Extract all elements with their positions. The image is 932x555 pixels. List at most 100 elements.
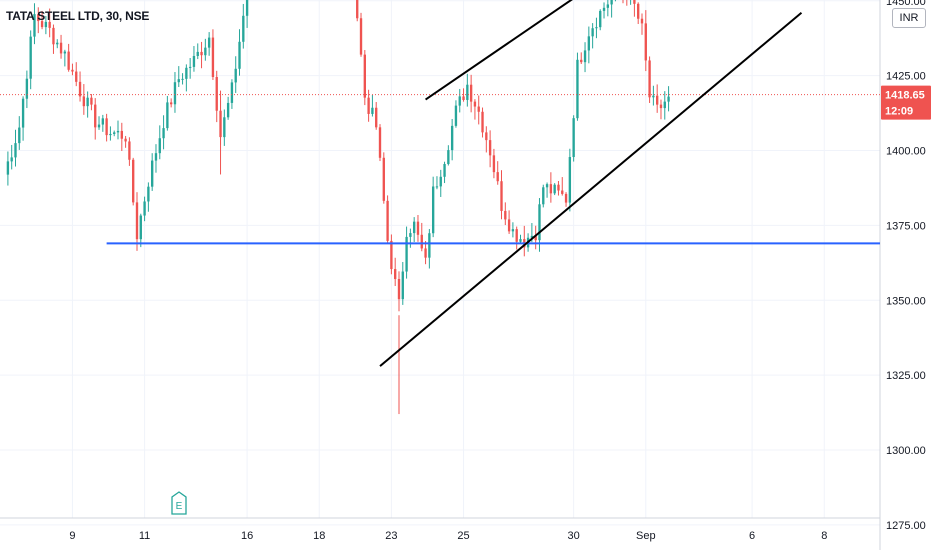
candle-body	[576, 59, 579, 119]
candle-body	[139, 215, 142, 240]
currency-button[interactable]: INR	[892, 8, 926, 28]
candle-body	[401, 271, 404, 300]
candle-body	[591, 28, 594, 37]
candle-body	[94, 104, 97, 128]
candle-body	[44, 21, 48, 28]
candle-body	[439, 176, 442, 187]
candle-body	[124, 138, 127, 142]
earnings-icon[interactable]: E	[171, 491, 187, 515]
candle-body	[386, 200, 389, 241]
candle-body	[135, 202, 139, 240]
candle-body	[633, 0, 636, 4]
candle-body	[105, 118, 108, 136]
candle-body	[242, 15, 245, 42]
candle-body	[572, 118, 575, 158]
candle-body	[477, 106, 480, 112]
candle-body	[390, 240, 393, 270]
symbol-title: TATA STEEL LTD, 30, NSE	[6, 9, 150, 23]
candle-body	[420, 234, 423, 249]
candle-body	[530, 235, 534, 238]
time-tick-label: 23	[385, 530, 397, 542]
candle-body	[101, 118, 104, 125]
candle-body	[462, 96, 465, 100]
candle-body	[6, 161, 10, 175]
candle-body	[113, 132, 116, 134]
candle-body	[173, 82, 177, 105]
candle-body	[371, 107, 374, 114]
time-tick-label: 9	[69, 530, 75, 542]
countdown-label: 12:09	[885, 106, 913, 118]
candle-body	[78, 81, 82, 97]
candle-body	[158, 138, 161, 154]
candle-body	[663, 101, 666, 109]
candle-body	[659, 104, 663, 109]
price-tick-label: 1450.00	[886, 0, 926, 8]
candle-body	[473, 101, 477, 107]
candle-body	[447, 150, 450, 165]
candle-body	[162, 128, 165, 139]
time-tick-label: 16	[241, 530, 253, 542]
candle-body	[211, 37, 215, 77]
candle-body	[481, 111, 484, 133]
candle-body	[443, 164, 446, 177]
candle-body	[519, 239, 522, 242]
candle-body	[602, 7, 606, 11]
candle-body	[435, 186, 439, 188]
candle-body	[37, 14, 40, 22]
candle-body	[466, 84, 469, 100]
candle-body	[181, 78, 184, 80]
time-tick-label: 25	[457, 530, 469, 542]
candle-body	[82, 96, 86, 107]
price-tick-label: 1275.00	[886, 520, 926, 532]
candle-body	[75, 71, 78, 82]
candle-body	[644, 23, 647, 61]
candle-body	[485, 132, 488, 141]
candle-body	[405, 236, 408, 272]
price-tick-label: 1400.00	[886, 146, 926, 158]
candle-body	[25, 78, 29, 99]
candle-body	[367, 97, 370, 114]
candle-body	[59, 42, 63, 54]
candle-body	[397, 279, 401, 300]
candle-body	[667, 96, 670, 102]
candle-body	[363, 54, 366, 98]
trend-line	[425, 0, 573, 101]
candle-body	[169, 102, 173, 105]
candle-body	[507, 219, 511, 232]
candle-body	[67, 51, 70, 70]
candle-body	[599, 10, 602, 28]
candle-body	[132, 159, 135, 203]
candle-body	[177, 79, 180, 83]
current-price-tag: 1418.65	[885, 90, 925, 102]
candle-body	[207, 37, 211, 48]
candle-body	[97, 124, 101, 128]
candle-body	[378, 127, 382, 158]
candle-body	[245, 0, 249, 16]
candle-body	[192, 55, 196, 67]
candle-body	[549, 184, 553, 194]
candle-body	[359, 18, 363, 55]
candle-body	[656, 95, 659, 105]
candle-body	[375, 107, 378, 128]
candle-body	[640, 18, 644, 24]
candle-body	[120, 130, 123, 139]
candle-body	[534, 235, 537, 241]
time-tick-label: Sep	[636, 530, 656, 542]
candle-body	[648, 60, 651, 98]
candle-body	[238, 41, 241, 69]
candle-body	[18, 127, 21, 144]
candle-body	[500, 181, 503, 211]
candle-body	[21, 98, 25, 128]
candle-body	[10, 157, 13, 162]
candle-body	[545, 184, 549, 188]
time-tick-label: 6	[749, 530, 755, 542]
candle-body	[116, 130, 120, 133]
candle-body	[553, 184, 556, 194]
candle-body	[230, 82, 234, 103]
candle-body	[568, 157, 572, 203]
candle-body	[188, 66, 192, 68]
candle-body	[33, 14, 36, 37]
candle-body	[454, 105, 458, 126]
